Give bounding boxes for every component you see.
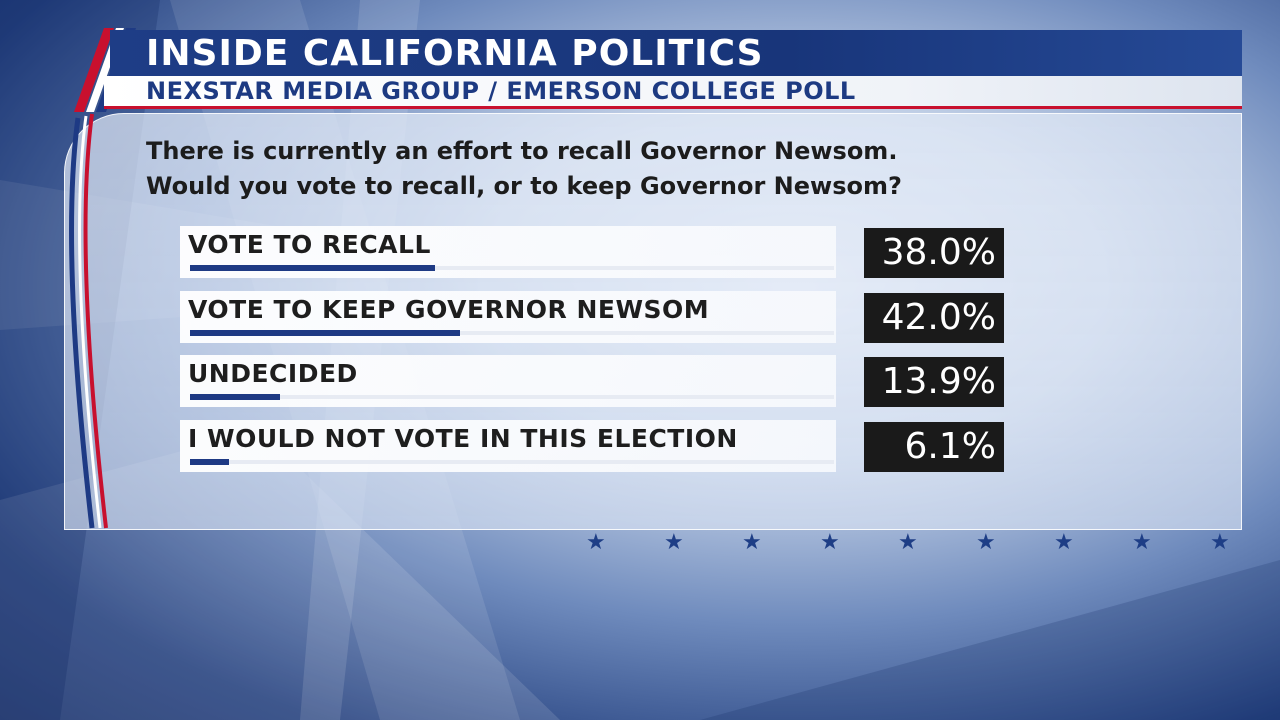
result-label-box: VOTE TO KEEP GOVERNOR NEWSOM bbox=[180, 290, 836, 343]
star-icon: ★ bbox=[898, 530, 918, 555]
result-bar bbox=[190, 329, 461, 336]
star-icon: ★ bbox=[742, 530, 762, 555]
star-icon: ★ bbox=[820, 530, 840, 555]
star-icon: ★ bbox=[586, 530, 606, 555]
result-bar-track bbox=[190, 329, 834, 336]
header-title: INSIDE CALIFORNIA POLITICS bbox=[146, 33, 764, 74]
result-bar bbox=[190, 458, 230, 465]
header-subtitle: NEXSTAR MEDIA GROUP / EMERSON COLLEGE PO… bbox=[146, 77, 856, 105]
result-row: I WOULD NOT VOTE IN THIS ELECTION 6.1% bbox=[180, 419, 1006, 472]
result-value-label: 6.1% bbox=[904, 425, 996, 467]
result-label-box: UNDECIDED bbox=[180, 355, 836, 407]
result-value-box: 42.0% bbox=[864, 292, 1004, 343]
header-subtitle-bar: NEXSTAR MEDIA GROUP / EMERSON COLLEGE PO… bbox=[104, 76, 1242, 106]
result-value-box: 13.9% bbox=[864, 357, 1004, 407]
star-icon: ★ bbox=[976, 530, 996, 555]
result-bar-track bbox=[190, 458, 834, 465]
result-row: UNDECIDED 13.9% bbox=[180, 355, 1006, 407]
result-bar-track bbox=[190, 394, 834, 400]
star-icon: ★ bbox=[1210, 530, 1230, 555]
result-row: VOTE TO KEEP GOVERNOR NEWSOM 42.0% bbox=[180, 290, 1006, 343]
result-value-box: 6.1% bbox=[864, 421, 1004, 472]
star-icon: ★ bbox=[1132, 530, 1152, 555]
header-title-bar: INSIDE CALIFORNIA POLITICS bbox=[110, 30, 1242, 76]
result-label: UNDECIDED bbox=[188, 359, 358, 388]
result-bar-track bbox=[190, 265, 834, 271]
star-icon: ★ bbox=[664, 530, 684, 555]
result-label-box: I WOULD NOT VOTE IN THIS ELECTION bbox=[180, 419, 836, 472]
result-row: VOTE TO RECALL 38.0% bbox=[180, 226, 1006, 278]
poll-question: There is currently an effort to recall G… bbox=[146, 134, 1046, 204]
question-line-1: There is currently an effort to recall G… bbox=[146, 137, 898, 165]
star-icon: ★ bbox=[1054, 530, 1074, 555]
result-value-label: 42.0% bbox=[881, 296, 996, 338]
result-value-label: 13.9% bbox=[881, 361, 996, 402]
result-label: VOTE TO RECALL bbox=[188, 230, 431, 259]
result-label-box: VOTE TO RECALL bbox=[180, 226, 836, 278]
result-value-label: 38.0% bbox=[881, 232, 996, 273]
header-divider bbox=[104, 106, 1242, 109]
question-line-2: Would you vote to recall, or to keep Gov… bbox=[146, 172, 902, 200]
panel-stripes-graphic bbox=[69, 113, 108, 529]
result-value-box: 38.0% bbox=[864, 228, 1004, 278]
result-bar bbox=[190, 394, 280, 400]
result-label: I WOULD NOT VOTE IN THIS ELECTION bbox=[188, 423, 738, 453]
stars-decoration: ★ ★ ★ ★ ★ ★ ★ ★ ★ bbox=[586, 530, 1246, 560]
result-label: VOTE TO KEEP GOVERNOR NEWSOM bbox=[188, 294, 710, 324]
result-bar bbox=[190, 265, 435, 271]
